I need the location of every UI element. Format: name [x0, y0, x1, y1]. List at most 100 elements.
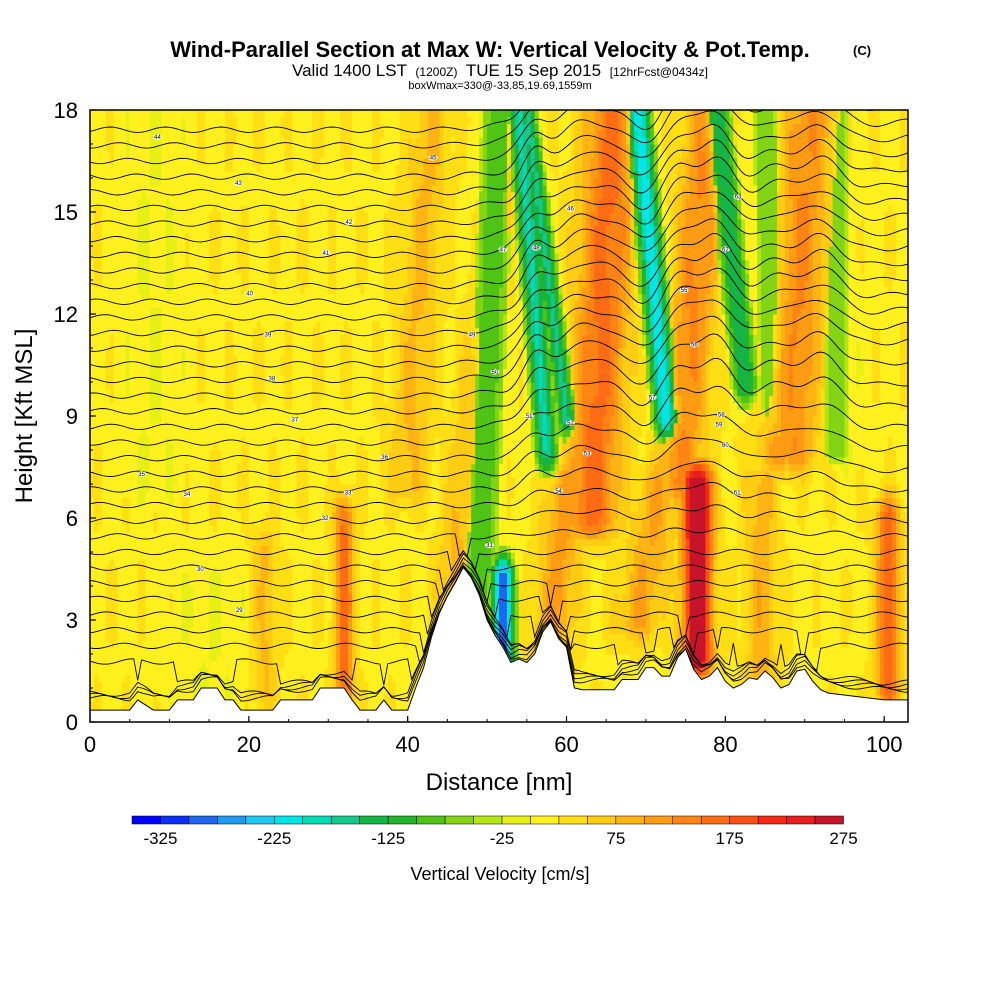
w-cell	[90, 694, 95, 703]
w-cell	[244, 273, 250, 281]
w-cell	[133, 463, 139, 471]
w-cell	[213, 674, 218, 682]
w-cell	[185, 320, 190, 329]
w-cell	[153, 361, 159, 369]
w-cell	[161, 184, 167, 193]
w-cell	[232, 259, 238, 267]
w-cell	[109, 395, 115, 403]
w-cell	[284, 599, 290, 607]
w-cell	[221, 375, 226, 383]
w-cell	[213, 579, 218, 587]
w-cell	[125, 558, 131, 567]
w-cell	[236, 144, 242, 152]
w-cell	[173, 477, 178, 485]
w-cell	[236, 667, 242, 675]
w-cell	[252, 654, 258, 662]
w-cell	[90, 422, 95, 431]
w-cell	[276, 647, 282, 655]
w-cell	[161, 456, 167, 465]
w-cell	[244, 545, 250, 553]
w-cell	[308, 511, 313, 519]
w-cell	[292, 334, 298, 342]
w-cell	[217, 429, 222, 437]
w-cell	[93, 552, 99, 560]
w-cell	[169, 579, 174, 587]
w-cell	[101, 144, 107, 152]
w-cell	[209, 586, 214, 594]
w-cell	[228, 191, 234, 199]
w-cell	[205, 198, 210, 206]
w-cell	[264, 688, 270, 696]
w-cell	[93, 409, 99, 417]
w-cell	[141, 456, 147, 465]
w-cell	[109, 620, 115, 628]
w-cell	[213, 416, 218, 424]
w-cell	[105, 694, 111, 703]
w-cell	[197, 164, 202, 172]
w-cell	[284, 225, 290, 233]
w-cell	[173, 429, 178, 437]
w-cell	[153, 647, 159, 655]
w-cell	[244, 259, 250, 267]
w-cell	[153, 205, 159, 213]
w-cell	[149, 178, 155, 186]
w-cell	[101, 470, 107, 478]
w-cell	[185, 300, 190, 308]
w-cell	[129, 320, 135, 329]
w-cell	[240, 171, 246, 179]
w-cell	[197, 572, 202, 580]
w-cell	[296, 531, 302, 539]
w-cell	[228, 184, 234, 193]
w-cell	[177, 110, 182, 118]
w-cell	[232, 674, 238, 682]
w-cell	[280, 280, 286, 288]
w-cell	[308, 633, 313, 641]
w-cell	[248, 450, 254, 458]
w-cell	[93, 157, 99, 165]
w-cell	[153, 688, 159, 696]
w-cell	[304, 232, 309, 240]
w-cell	[193, 110, 198, 118]
w-cell	[125, 320, 131, 329]
w-cell	[260, 137, 266, 145]
w-cell	[181, 266, 186, 274]
w-cell	[205, 450, 210, 458]
w-cell	[133, 252, 139, 261]
w-cell	[296, 620, 302, 628]
w-cell	[133, 354, 139, 363]
w-cell	[268, 511, 274, 519]
w-cell	[300, 456, 306, 465]
w-cell	[93, 688, 99, 696]
w-cell	[296, 184, 302, 193]
w-cell	[181, 565, 186, 573]
w-cell	[284, 130, 290, 138]
w-cell	[93, 633, 99, 641]
w-cell	[260, 191, 266, 199]
w-cell	[137, 592, 143, 601]
w-cell	[109, 218, 115, 227]
w-cell	[113, 212, 119, 220]
w-cell	[189, 266, 194, 274]
w-cell	[121, 205, 127, 213]
w-cell	[300, 123, 306, 131]
w-cell	[248, 171, 254, 179]
w-cell	[272, 382, 278, 390]
w-cell	[113, 620, 119, 628]
w-cell	[93, 137, 99, 145]
w-cell	[109, 273, 115, 281]
w-cell	[276, 137, 282, 145]
w-cell	[288, 191, 294, 199]
w-cell	[125, 198, 131, 206]
w-cell	[264, 524, 270, 533]
w-cell	[272, 232, 278, 240]
w-cell	[113, 225, 119, 233]
w-cell	[125, 164, 131, 172]
w-cell	[149, 198, 155, 206]
w-cell	[268, 171, 274, 179]
w-cell	[117, 191, 123, 199]
w-cell	[153, 246, 159, 254]
w-cell	[97, 497, 103, 505]
w-cell	[308, 558, 313, 567]
w-cell	[276, 484, 282, 492]
w-cell	[97, 701, 103, 709]
